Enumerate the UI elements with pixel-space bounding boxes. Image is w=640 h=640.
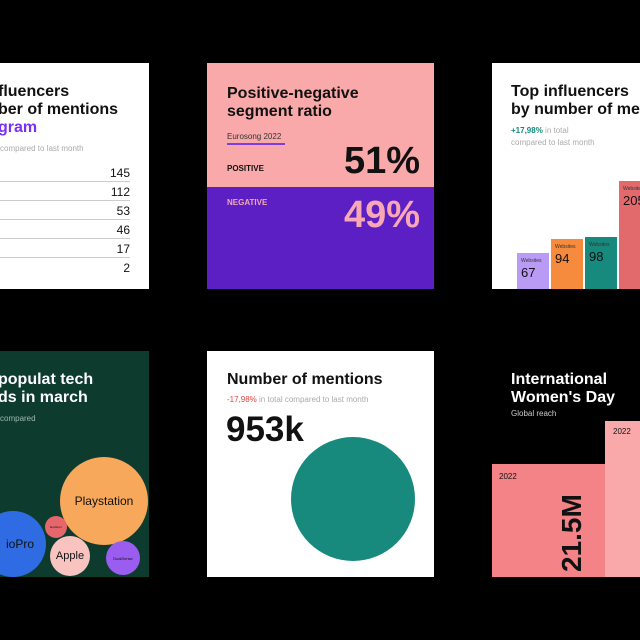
card-subtitle: Global reach <box>511 409 557 418</box>
mentions-card: Number of mentions -17,98% in total comp… <box>207 351 434 577</box>
reach-bar-2: 2022 <box>605 421 640 577</box>
change-line: -17,98% in total compared to last month <box>227 394 368 405</box>
bubble-iopro: ioPro <box>0 511 46 577</box>
table-row: 46 <box>0 220 130 239</box>
table-row: 53 <box>0 201 130 220</box>
bubble-playstation: Playstation <box>60 457 148 545</box>
card-title-line-1: International <box>511 371 608 388</box>
bubble-label: ioPro <box>5 537 34 551</box>
mention-count: 46 <box>116 223 130 237</box>
card-subtitle: compared <box>0 414 36 423</box>
bar: Websites 98 <box>585 237 617 289</box>
table-row: 145 <box>0 163 130 182</box>
change-line: +17,98% in total <box>511 125 569 136</box>
bar: Websites 94 <box>551 239 583 289</box>
negative-value: 49% <box>343 194 420 236</box>
bar-value: 94 <box>555 251 570 266</box>
top-influencers-card: Top influencers by number of me +17,98% … <box>492 63 640 289</box>
reach-value: 21.5M <box>556 494 587 572</box>
card-title-line-2: ds in march <box>0 389 88 406</box>
card-title-line-2: Women's Day <box>511 389 615 406</box>
positive-label: POSITIVE <box>227 164 264 173</box>
table-row: 2 <box>0 258 130 276</box>
card-title-line-1: fluencers <box>0 83 70 100</box>
table-row: 17 <box>0 239 130 258</box>
bubble-dualsense: DualSense <box>106 541 140 575</box>
card-title-line-1: Positive-negative <box>227 85 359 102</box>
bar-year-label: 2022 <box>613 427 631 436</box>
card-title-line-1: Top influencers <box>511 83 629 100</box>
table-row: 112 <box>0 182 130 201</box>
mention-count: 53 <box>116 204 130 218</box>
positive-value: 51% <box>343 140 420 182</box>
mention-count: 17 <box>116 242 130 256</box>
influencers-instagram-card: fluencers ber of mentions gram compared … <box>0 63 149 289</box>
bar-label: Websites <box>623 186 640 192</box>
bar-value: 98 <box>589 249 604 264</box>
bar-value: 67 <box>521 265 536 280</box>
bar: Websites205 <box>619 181 640 289</box>
bar-value: 205 <box>623 193 640 208</box>
card-subtitle: compared to last month <box>0 144 84 153</box>
bubble-apple: Apple <box>50 536 90 576</box>
bar-year-label: 2022 <box>499 472 517 481</box>
negative-segment: NEGATIVE 49% <box>207 187 434 289</box>
womens-day-card: International Women's Day Global reach 2… <box>492 351 640 577</box>
card-title: Number of mentions <box>227 371 383 388</box>
change-text: in total <box>545 126 569 135</box>
card-title-line-2: segment ratio <box>227 103 332 120</box>
bubble-label: Apple <box>55 550 85 562</box>
event-tag: Eurosong 2022 <box>227 132 282 141</box>
positive-segment: Positive-negative segment ratio Eurosong… <box>207 63 434 187</box>
tech-brands-card: populat tech ds in march compared Playst… <box>0 351 149 577</box>
mention-count: 2 <box>123 261 130 275</box>
bar-label: Websites <box>589 242 610 248</box>
card-title-line-2: ber of mentions <box>0 101 119 118</box>
bar-chart: Websites67Websites94Websites98Websites20… <box>492 63 640 289</box>
bubble-label: DualSense <box>113 555 133 561</box>
change-text: in total compared to last month <box>259 395 369 404</box>
tag-underline <box>227 143 285 145</box>
bar-label: Websites <box>521 258 542 264</box>
bar: Websites 67 <box>517 253 549 289</box>
reach-bar-1: 2022 21.5M <box>492 464 605 577</box>
mention-count: 112 <box>110 185 130 199</box>
bubble-label: Evolitron <box>50 525 62 529</box>
negative-label: NEGATIVE <box>227 198 268 207</box>
mentions-value: 953k <box>226 410 304 449</box>
mention-count: 145 <box>109 166 130 180</box>
card-title-line-2: by number of me <box>511 101 640 118</box>
bar-label: Websites <box>555 244 576 250</box>
card-subtitle: compared to last month <box>511 138 595 147</box>
mentions-circle <box>291 437 415 561</box>
change-value: +17,98% <box>511 126 543 135</box>
bubble-label: Playstation <box>74 494 134 508</box>
card-title-line-3: gram <box>0 119 38 136</box>
bubble-evolitron: Evolitron <box>45 516 67 538</box>
sentiment-ratio-card: Positive-negative segment ratio Eurosong… <box>207 63 434 289</box>
card-title-line-1: populat tech <box>0 371 94 388</box>
change-value: -17,98% <box>227 395 257 404</box>
